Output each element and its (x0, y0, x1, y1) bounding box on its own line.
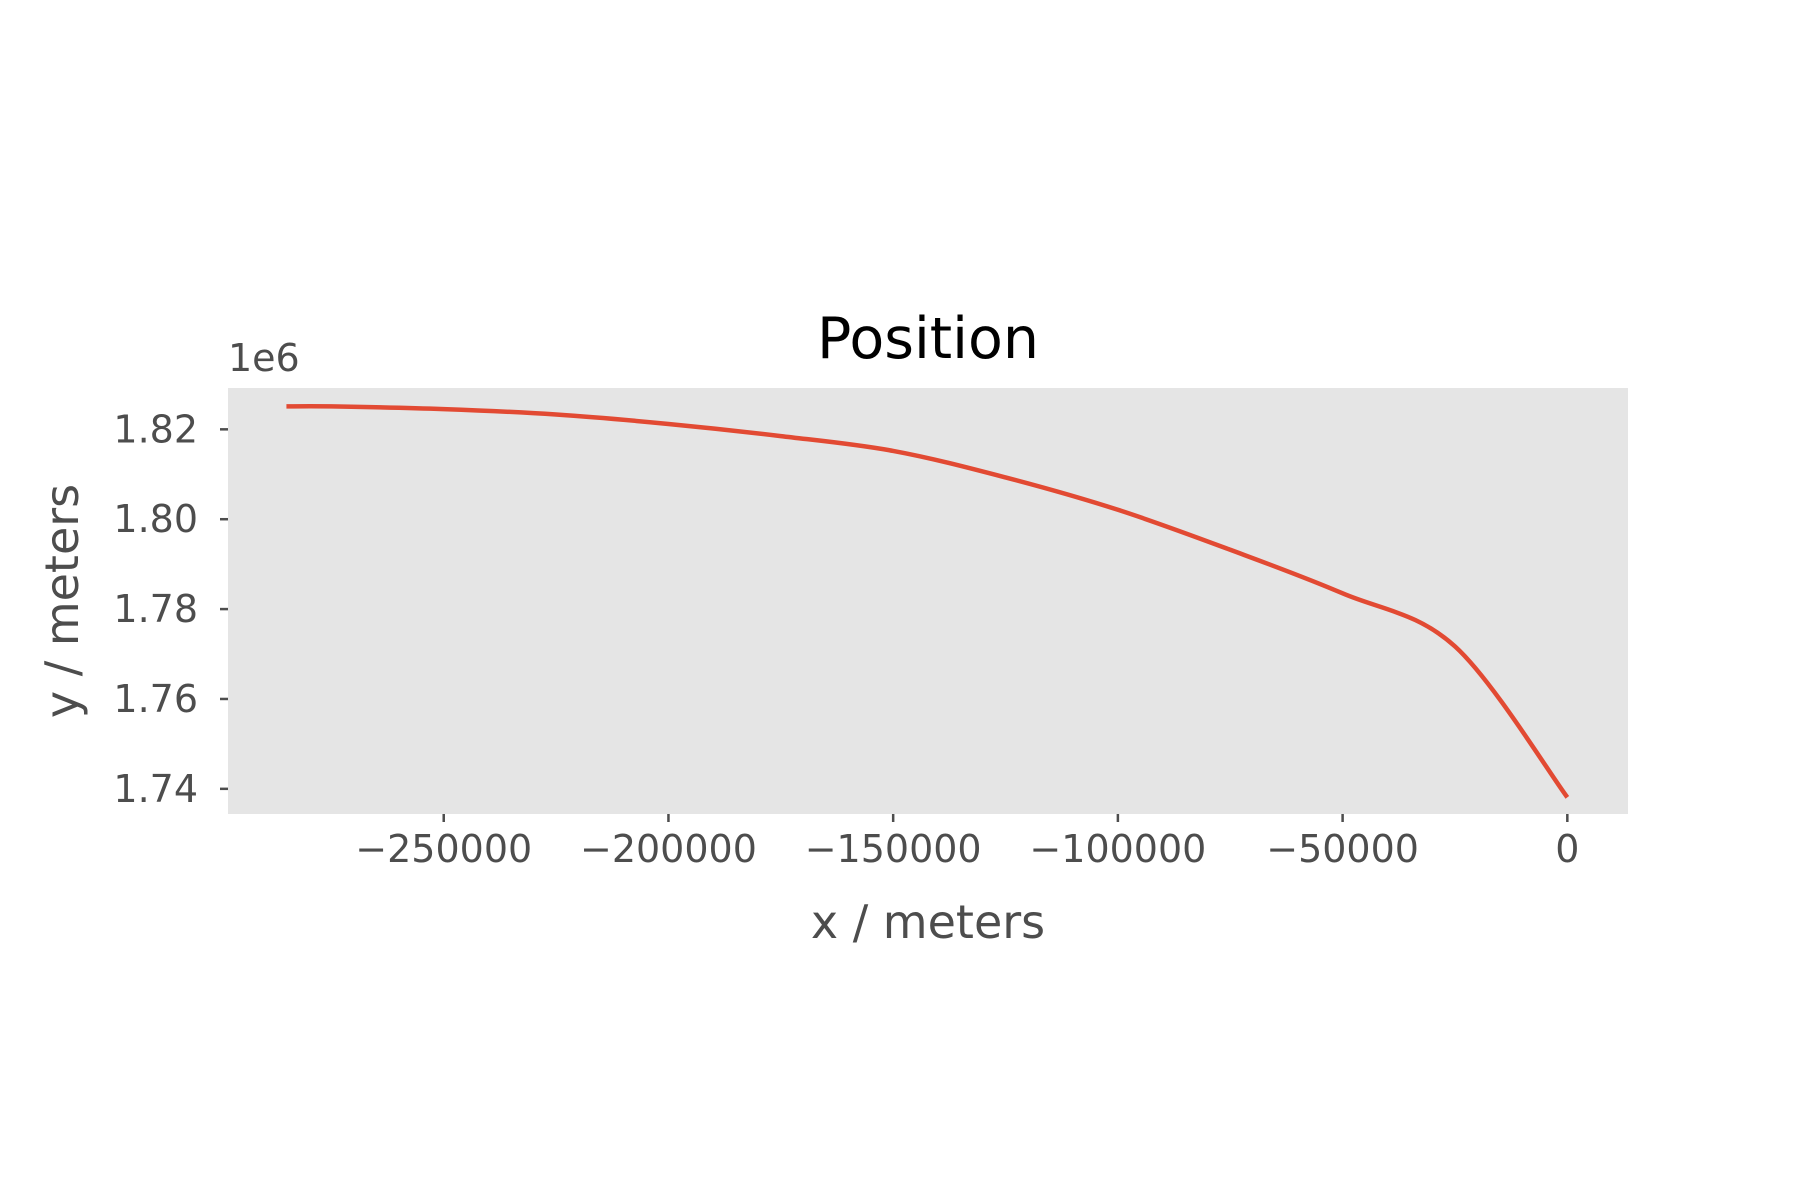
y-tick-label: 1.74 (113, 767, 198, 811)
y-tick-label: 1.82 (113, 407, 198, 451)
y-axis-label: y / meters (35, 484, 89, 718)
y-tick-label: 1.78 (113, 587, 198, 631)
x-tick-label: −150000 (805, 827, 982, 871)
x-axis-label: x / meters (811, 895, 1045, 949)
y-tick-label: 1.76 (113, 677, 198, 721)
y-axis-ticks: 1.74 1.76 1.78 1.80 1.82 (113, 407, 228, 811)
y-tick-label: 1.80 (113, 497, 198, 541)
y-offset-label: 1e6 (228, 336, 300, 380)
plot-area (228, 388, 1628, 814)
chart-title: Position (817, 306, 1039, 372)
x-tick-label: −250000 (355, 827, 532, 871)
x-tick-label: −50000 (1266, 827, 1419, 871)
x-tick-label: −200000 (580, 827, 757, 871)
x-tick-label: −100000 (1029, 827, 1206, 871)
x-tick-label: 0 (1555, 827, 1579, 871)
series-line (286, 403, 1570, 799)
x-axis-ticks: −250000 −200000 −150000 −100000 −50000 0 (355, 814, 1579, 871)
